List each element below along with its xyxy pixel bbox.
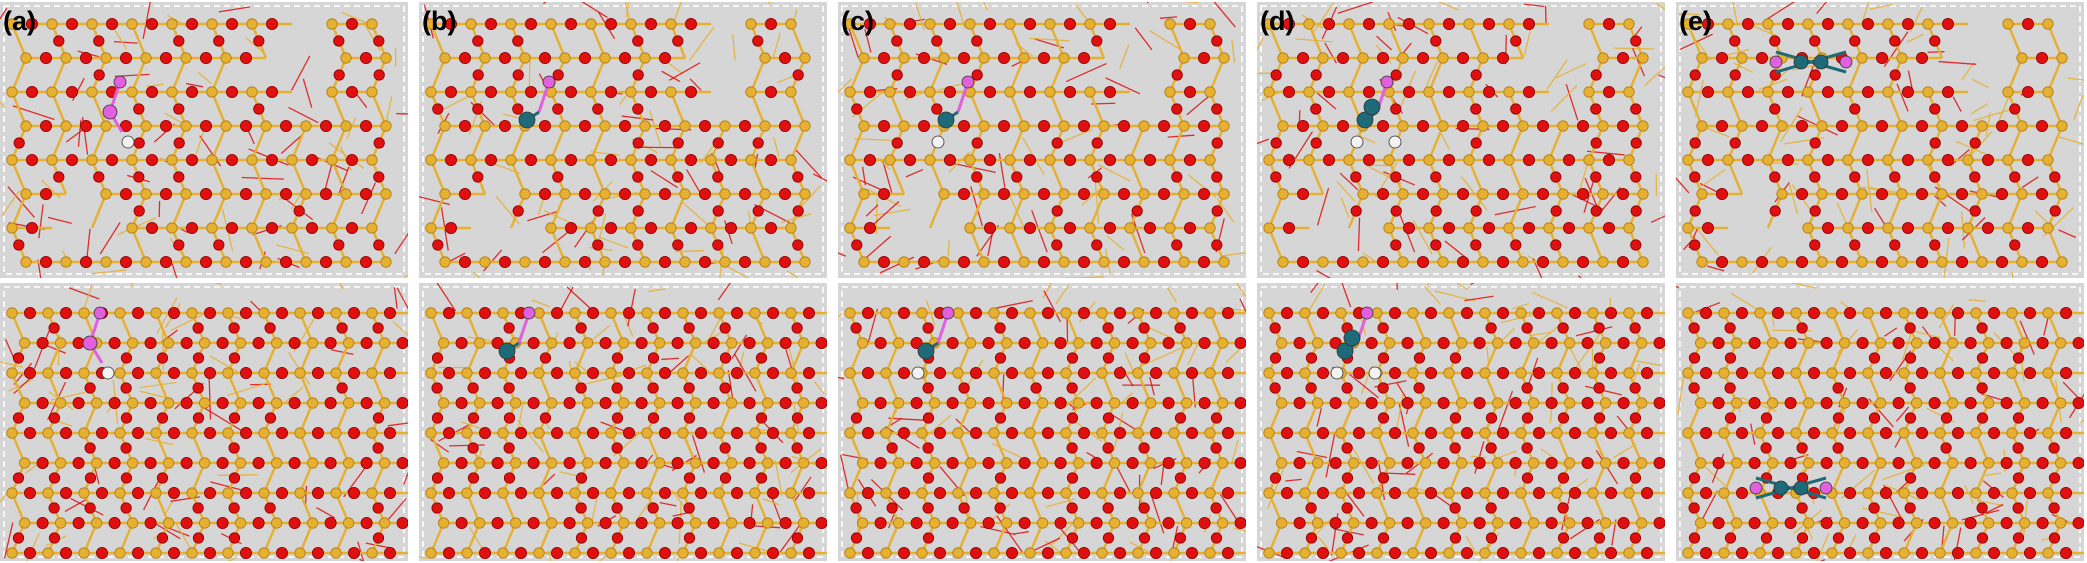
panel-label: (d) bbox=[1260, 6, 1295, 36]
metal-atom bbox=[1813, 54, 1829, 70]
panel-top-view bbox=[838, 2, 1246, 278]
panel-top-view bbox=[0, 2, 408, 278]
unit-cell-border bbox=[841, 286, 1243, 558]
framework-atoms bbox=[844, 17, 1230, 268]
hydrogen-atom bbox=[1330, 366, 1344, 380]
active-site bbox=[1769, 50, 1853, 74]
unit-cell-border bbox=[3, 5, 405, 275]
metal-atom bbox=[1773, 480, 1789, 496]
boron-atom bbox=[93, 306, 107, 320]
framework-atoms bbox=[844, 306, 1246, 559]
active-site bbox=[1350, 75, 1402, 149]
panel-top-view bbox=[419, 2, 827, 278]
panel-side-view bbox=[838, 283, 1246, 561]
hydrogen-atom bbox=[1368, 366, 1382, 380]
framework-atoms bbox=[6, 17, 392, 268]
active-site bbox=[82, 306, 115, 380]
boron-atom bbox=[542, 75, 556, 89]
hydrogen-atom bbox=[1388, 135, 1402, 149]
framework-atoms bbox=[6, 306, 408, 559]
boron-atom bbox=[1380, 75, 1394, 89]
framework-atoms bbox=[1682, 306, 2084, 559]
boron-atom bbox=[82, 335, 98, 351]
metal-atom bbox=[1793, 480, 1809, 496]
panel-side-view bbox=[1676, 283, 2084, 561]
panel-label: (c) bbox=[841, 6, 874, 36]
boron-atom bbox=[1749, 481, 1763, 495]
panel-side-view bbox=[419, 283, 827, 561]
unit-cell-border bbox=[841, 5, 1243, 275]
panel-label: (b) bbox=[422, 6, 457, 36]
panel-label: (a) bbox=[3, 6, 36, 36]
boron-atom bbox=[102, 104, 118, 120]
unit-cell-border bbox=[1260, 5, 1662, 275]
metal-atom bbox=[498, 342, 516, 360]
active-site bbox=[1330, 306, 1382, 380]
unit-cell-border bbox=[1679, 5, 2081, 275]
panel-side-view bbox=[1257, 283, 1665, 561]
hydrogen-atom bbox=[101, 366, 115, 380]
boron-atom bbox=[1360, 306, 1374, 320]
unit-cell-border bbox=[1260, 286, 1662, 558]
unit-cell-border bbox=[3, 286, 405, 558]
boron-atom bbox=[113, 75, 127, 89]
active-site bbox=[102, 75, 135, 149]
active-site bbox=[518, 75, 556, 129]
boron-atom bbox=[941, 306, 955, 320]
hydrogen-atom bbox=[121, 135, 135, 149]
boron-atom bbox=[961, 75, 975, 89]
boron-atom bbox=[1839, 55, 1853, 69]
metal-atom bbox=[1343, 329, 1361, 347]
panel-top-view bbox=[1257, 2, 1665, 278]
panel-top-view bbox=[1676, 2, 2084, 278]
metal-atom bbox=[937, 111, 955, 129]
hydrogen-atom bbox=[1350, 135, 1364, 149]
hydrogen-atom bbox=[931, 135, 945, 149]
unit-cell-border bbox=[1679, 286, 2081, 558]
metal-atom bbox=[1363, 98, 1381, 116]
metal-atom bbox=[917, 342, 935, 360]
panel-label: (e) bbox=[1679, 6, 1712, 36]
unit-cell-border bbox=[422, 286, 824, 558]
active-site bbox=[931, 75, 975, 149]
active-site bbox=[911, 306, 955, 380]
unit-cell-border bbox=[422, 5, 824, 275]
metal-atom bbox=[1793, 54, 1809, 70]
panel-side-view bbox=[0, 283, 408, 561]
metal-atom bbox=[518, 111, 536, 129]
boron-atom bbox=[1819, 481, 1833, 495]
framework-atoms bbox=[1263, 306, 1665, 559]
hydrogen-atom bbox=[911, 366, 925, 380]
framework-atoms bbox=[1263, 17, 1649, 268]
boron-atom bbox=[522, 306, 536, 320]
metal-atom bbox=[1356, 111, 1374, 129]
active-site bbox=[498, 306, 536, 360]
framework-atoms bbox=[425, 17, 811, 268]
boron-atom bbox=[1769, 55, 1783, 69]
active-site bbox=[1749, 476, 1833, 500]
metal-atom bbox=[1336, 342, 1354, 360]
framework-atoms bbox=[425, 306, 827, 559]
